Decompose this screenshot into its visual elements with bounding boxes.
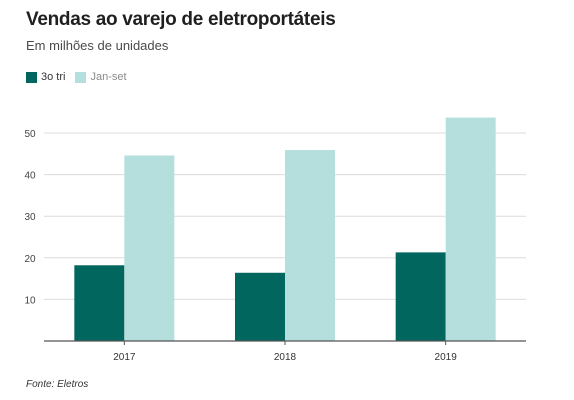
source-note: Fonte: Eletros: [26, 379, 89, 390]
y-tick-label: 20: [24, 254, 36, 265]
bar-jan-set-2018: [285, 150, 335, 341]
y-tick-label: 30: [24, 212, 36, 223]
legend-item-jan-set: Jan-set: [75, 71, 127, 83]
y-tick-label: 40: [24, 171, 36, 182]
bar-3o-tri-2018: [235, 272, 285, 341]
legend-label-3o-tri: 3o tri: [41, 71, 66, 83]
x-tick-label: 2018: [274, 352, 297, 363]
legend-swatch-3o-tri: [26, 71, 37, 83]
legend-swatch-jan-set: [75, 71, 87, 83]
chart-legend: 3o tri Jan-set: [26, 71, 137, 83]
x-tick-label: 2019: [435, 352, 458, 363]
chart-title: Vendas ao varejo de eletroportáteis: [26, 9, 336, 30]
chart-subtitle: Em milhões de unidades: [26, 38, 169, 53]
bar-jan-set-2017: [124, 155, 175, 341]
legend-item-3o-tri: 3o tri: [26, 71, 65, 83]
bar-3o-tri-2017: [74, 265, 125, 341]
bar-3o-tri-2019: [395, 252, 446, 341]
y-tick-label: 50: [24, 129, 36, 140]
legend-label-jan-set: Jan-set: [90, 71, 127, 83]
y-tick-label: 10: [24, 295, 36, 306]
x-tick-label: 2017: [113, 352, 136, 363]
bar-jan-set-2019: [445, 117, 496, 341]
